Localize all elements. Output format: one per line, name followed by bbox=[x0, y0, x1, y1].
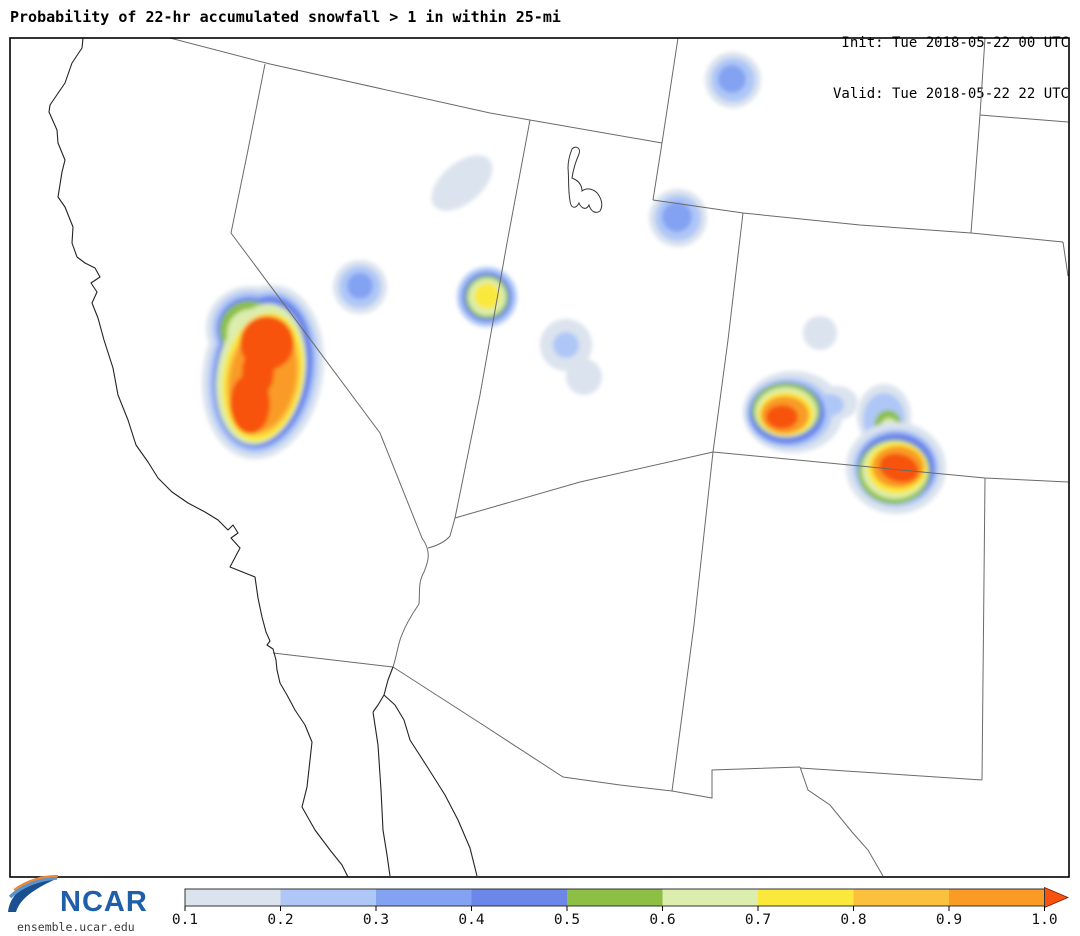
colorbar-tick-label: 0.3 bbox=[363, 912, 389, 928]
colorbar-tick-label: 0.4 bbox=[458, 912, 484, 928]
map-frame bbox=[9, 37, 1070, 878]
prob-blob-central-colorado bbox=[803, 316, 837, 350]
colorbar-tick-label: 1.0 bbox=[1031, 912, 1057, 928]
prob-blob-uinta bbox=[649, 189, 707, 247]
prob-blob-southern-idaho bbox=[431, 155, 493, 211]
colorbar-segment bbox=[471, 889, 568, 906]
colorbar-segment bbox=[280, 889, 377, 906]
ncar-logo: NCAR ensemble.ucar.edu bbox=[8, 874, 148, 934]
great-salt-lake bbox=[567, 146, 603, 213]
colorbar-segment bbox=[758, 889, 854, 906]
ncar-logo-swoosh-light bbox=[8, 876, 58, 899]
colorbar: 0.1 0.2 0.3 0.4 0.5 0.6 0.7 0.8 0.9 1.0 bbox=[172, 886, 1070, 928]
colorbar-segment bbox=[567, 889, 663, 906]
colorbar-tick-label: 0.9 bbox=[936, 912, 962, 928]
init-valid-times: Init: Tue 2018-05-22 00 UTC Valid: Tue 2… bbox=[833, 1, 1069, 137]
colorbar-segment bbox=[662, 889, 759, 906]
colorbar-overflow-arrow bbox=[1044, 886, 1070, 909]
colorbar-tick-label: 0.2 bbox=[267, 912, 293, 928]
colorbar-segment bbox=[376, 889, 472, 906]
colorbar-tick-label: 0.8 bbox=[840, 912, 866, 928]
colorbar-outline bbox=[184, 888, 1045, 907]
prob-blob-wyoming bbox=[705, 52, 761, 108]
prob-blob-sierra-nevada bbox=[201, 284, 325, 460]
valid-time: Valid: Tue 2018-05-22 22 UTC bbox=[832, 86, 1069, 102]
state-borders bbox=[169, 38, 1069, 792]
prob-blob-ne-nevada bbox=[333, 260, 387, 314]
ncar-logo-swoosh-orange bbox=[13, 874, 59, 891]
prob-blob-sw-colorado bbox=[743, 371, 858, 453]
prob-blob-nvut-border bbox=[457, 267, 517, 327]
plot-title: Probability of 22-hr accumulated snowfal… bbox=[10, 8, 561, 26]
colorbar-segment bbox=[185, 889, 281, 906]
ncar-logo-text: NCAR bbox=[60, 886, 148, 918]
prob-blob-central-utah bbox=[540, 319, 602, 395]
international-border bbox=[272, 652, 884, 877]
colorbar-tick-label: 0.5 bbox=[554, 912, 580, 928]
init-time: Init: Tue 2018-05-22 00 UTC bbox=[841, 35, 1069, 51]
colorbar-tick-label: 0.6 bbox=[649, 912, 675, 928]
coastline bbox=[48, 38, 478, 877]
colorbar-segment bbox=[949, 889, 1045, 906]
colorbar-tick-label: 0.7 bbox=[745, 912, 771, 928]
site-url: ensemble.ucar.edu bbox=[17, 920, 135, 934]
colorbar-tickmarks bbox=[184, 906, 1045, 911]
prob-blob-co-nm-border bbox=[846, 384, 946, 514]
colorbar-tick-label: 0.1 bbox=[172, 912, 198, 928]
probability-field bbox=[201, 52, 946, 514]
colorbar-segment bbox=[853, 889, 950, 906]
ncar-logo-swoosh bbox=[8, 878, 58, 912]
